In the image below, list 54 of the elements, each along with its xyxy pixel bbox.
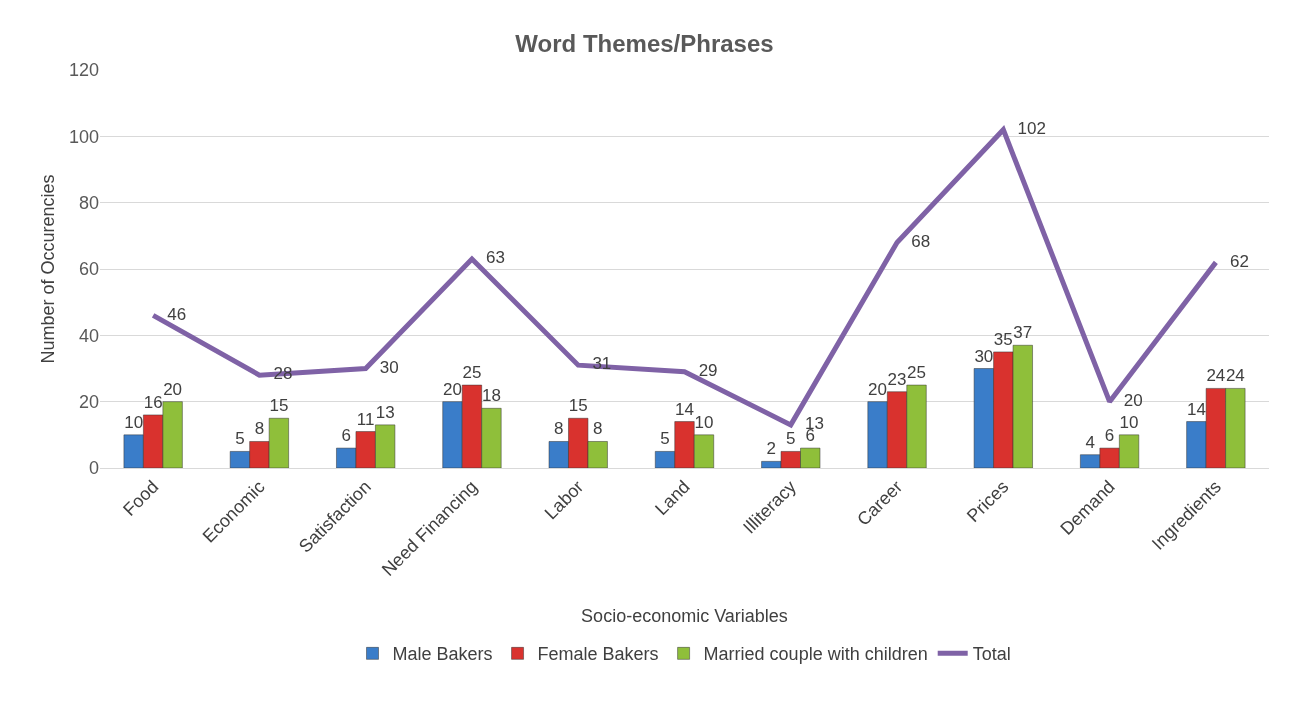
data-label: 11 [356, 409, 375, 429]
data-label: 10 [1119, 412, 1139, 432]
y-tick-label: 40 [78, 325, 99, 346]
data-label: 13 [375, 402, 395, 422]
data-label: 10 [124, 412, 144, 432]
data-label: 63 [471, 248, 506, 268]
data-label: 18 [481, 386, 501, 406]
data-label: 37 [1013, 323, 1033, 343]
data-label: 5 [660, 429, 670, 449]
data-label: 14 [1186, 399, 1206, 419]
data-label: 5 [786, 429, 796, 449]
data-label: 20 [163, 379, 183, 399]
data-label: 6 [341, 426, 351, 446]
legend-label: Total [972, 644, 1011, 665]
data-label: 62 [1215, 251, 1249, 271]
legend-label: Married couple with children [703, 644, 928, 665]
data-label: 35 [993, 329, 1013, 349]
data-label: 46 [153, 304, 187, 324]
y-tick-label: 120 [68, 60, 99, 81]
y-axis-title: Number of Occurencies [38, 174, 58, 364]
data-label: 68 [897, 231, 931, 251]
data-label: 24 [1225, 366, 1245, 386]
y-tick-label: 60 [78, 259, 99, 280]
data-label: 16 [143, 392, 163, 412]
data-label: 14 [675, 399, 694, 419]
legend-label: Male Bakers [392, 644, 493, 665]
data-label: 10 [694, 412, 714, 432]
data-label: 25 [907, 363, 926, 383]
data-label: 8 [254, 419, 265, 439]
data-label: 23 [887, 369, 907, 389]
legend-label: Female Bakers [537, 644, 659, 665]
data-label: 20 [1109, 390, 1143, 410]
data-label: 20 [868, 379, 888, 399]
data-label: 30 [365, 357, 399, 377]
data-label: 24 [1206, 366, 1226, 386]
data-label: 4 [1085, 432, 1095, 452]
y-tick-label: 20 [78, 391, 99, 412]
data-label: 6 [1104, 426, 1115, 446]
chart-title: Word Themes/Phrases [515, 30, 774, 58]
y-tick-label: 100 [68, 126, 99, 147]
data-label: 8 [554, 419, 564, 439]
data-label: 8 [592, 419, 603, 439]
data-label: 20 [443, 379, 462, 399]
x-axis-title: Socio-economic Variables [581, 606, 788, 627]
data-label: 102 [1003, 118, 1046, 138]
y-tick-label: 0 [88, 458, 99, 479]
data-label: 2 [766, 439, 777, 459]
data-label: 29 [684, 361, 718, 381]
data-label: 25 [462, 363, 482, 383]
data-label: 15 [568, 396, 588, 416]
data-label: 5 [235, 429, 245, 449]
y-tick-label: 80 [78, 192, 99, 213]
data-label: 15 [269, 396, 289, 416]
data-label: 30 [974, 346, 994, 366]
